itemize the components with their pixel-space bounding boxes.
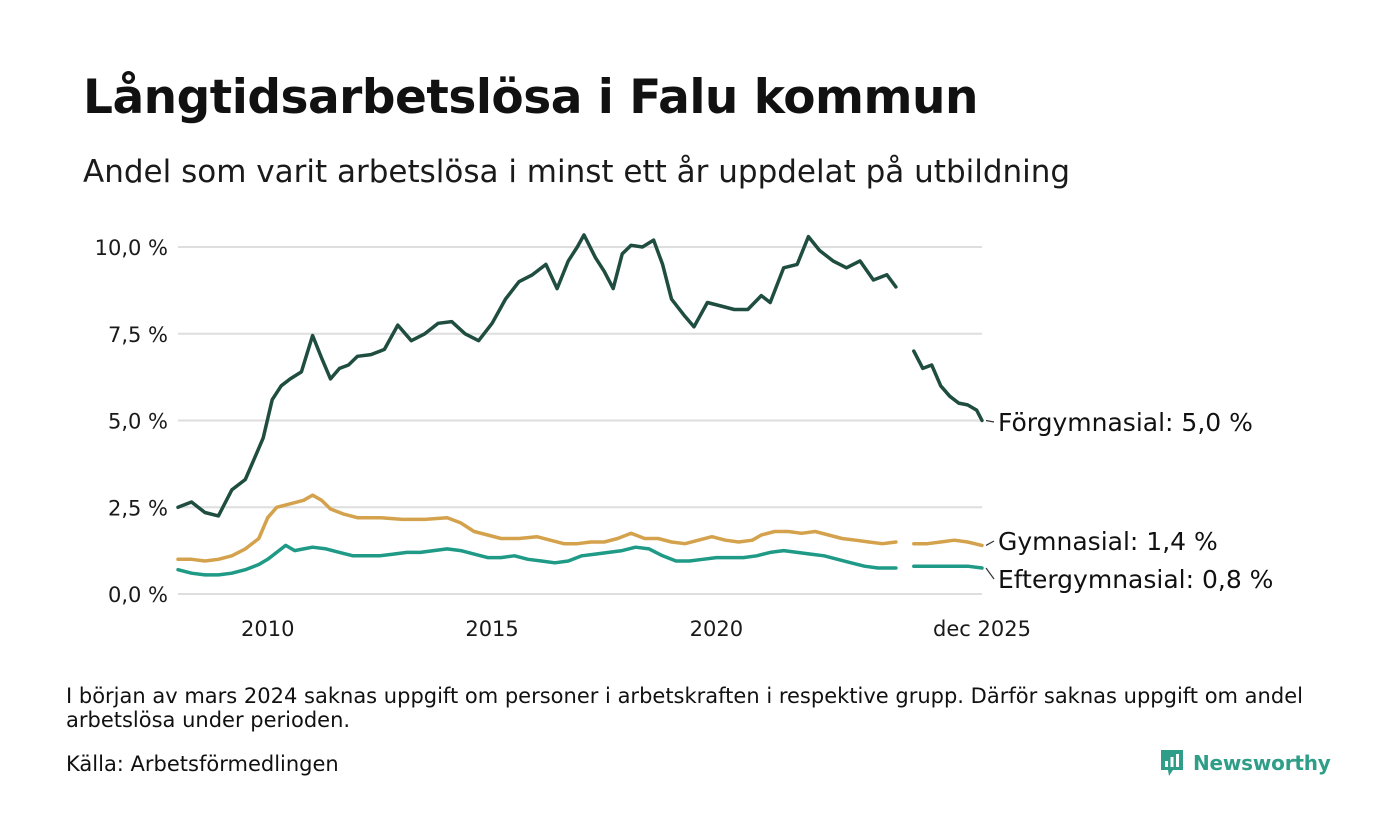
series-line-förgymnasial xyxy=(912,349,984,423)
label-connector xyxy=(985,540,995,546)
newsworthy-logo-icon xyxy=(1161,750,1183,776)
series-end-labels: Förgymnasial: 5,0 % Gymnasial: 1,4 % Efter… xyxy=(985,408,1273,594)
series-line-gymnasial xyxy=(176,493,898,563)
x-tick-label: 2015 xyxy=(465,617,518,641)
x-tick-label: dec 2025 xyxy=(933,617,1031,641)
chart-subtitle: Andel som varit arbetslösa i minst ett å… xyxy=(83,154,1071,190)
end-label-gymnasial: Gymnasial: 1,4 % xyxy=(998,527,1218,556)
brand-name: Newsworthy xyxy=(1193,751,1331,775)
chart-title: Långtidsarbetslösa i Falu kommun xyxy=(83,70,978,125)
x-axis-ticks: 2010 2015 2020 dec 2025 xyxy=(241,617,1031,641)
y-tick-label: 10,0 % xyxy=(95,236,168,260)
series-line-gymnasial xyxy=(912,538,984,548)
footnote: I början av mars 2024 saknas uppgift om … xyxy=(66,684,1303,732)
y-tick-label: 2,5 % xyxy=(108,496,168,520)
series-line-förgymnasial xyxy=(176,233,898,518)
y-tick-label: 5,0 % xyxy=(108,410,168,434)
y-tick-label: 7,5 % xyxy=(108,323,168,347)
x-tick-label: 2020 xyxy=(690,617,743,641)
end-label-förgymnasial: Förgymnasial: 5,0 % xyxy=(998,408,1253,437)
series-line-eftergymnasial xyxy=(176,543,898,577)
series-lines xyxy=(176,233,984,577)
y-tick-label: 0,0 % xyxy=(108,583,168,607)
brand-logo[interactable]: Newsworthy xyxy=(1159,748,1331,778)
line-chart: 0,0 % 2,5 % 5,0 % 7,5 % 10,0 % 2010 2015 2020 d… xyxy=(95,233,1273,641)
x-tick-label: 2010 xyxy=(241,617,294,641)
series-line-eftergymnasial xyxy=(912,564,984,570)
y-axis-ticks: 0,0 % 2,5 % 5,0 % 7,5 % 10,0 % xyxy=(95,236,168,607)
grid-lines xyxy=(178,246,982,595)
source-note: Källa: Arbetsförmedlingen xyxy=(66,752,339,776)
end-label-eftergymnasial: Eftergymnasial: 0,8 % xyxy=(998,565,1273,594)
label-connector xyxy=(985,567,995,580)
label-connector xyxy=(985,419,995,423)
